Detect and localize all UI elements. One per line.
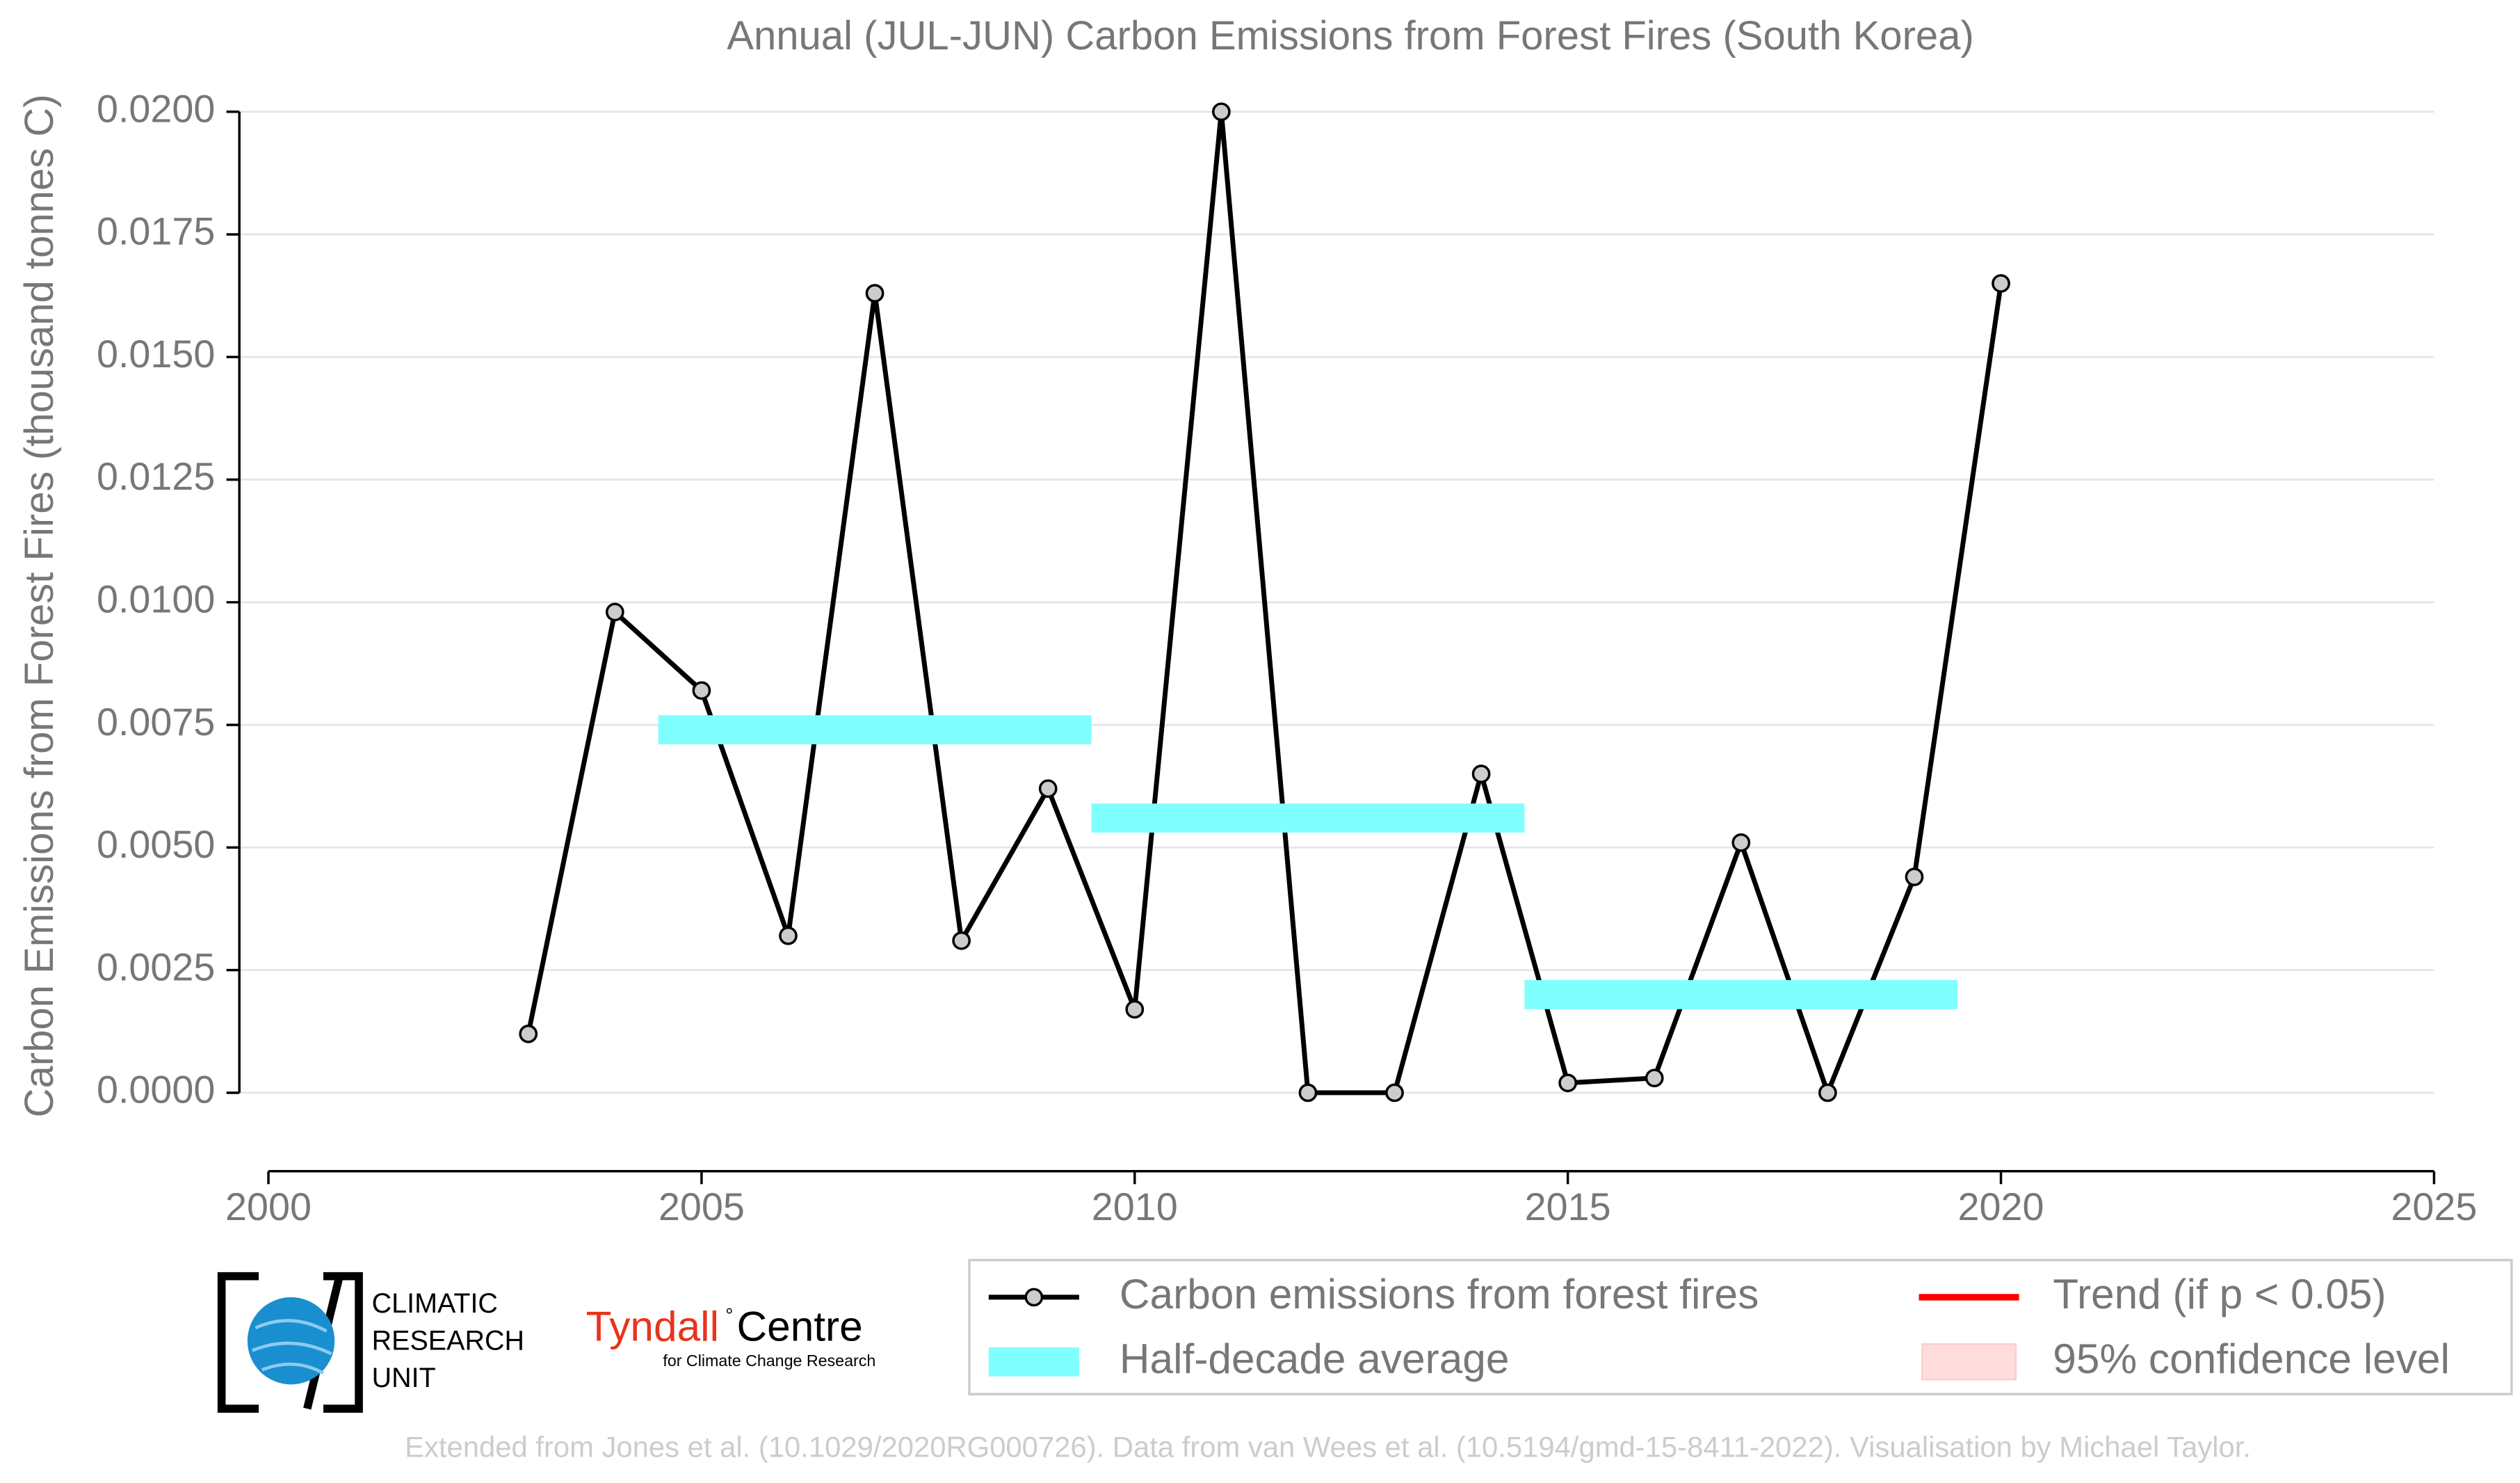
logo-degree: °	[725, 1304, 733, 1326]
chart-title: Annual (JUL-JUN) Carbon Emissions from F…	[727, 13, 1974, 58]
data-point	[952, 931, 971, 950]
legend-swatch	[988, 1347, 1079, 1377]
logo-text: for Climate Change Research	[663, 1352, 875, 1370]
legend-label: Carbon emissions from forest fires	[1120, 1270, 1759, 1317]
y-tick-label: 0.0175	[97, 210, 215, 253]
y-tick-label: 0.0000	[97, 1068, 215, 1112]
data-point	[1818, 1083, 1837, 1103]
x-tick-label: 2000	[225, 1185, 312, 1228]
data-point	[865, 284, 885, 303]
y-tick-label: 0.0125	[97, 455, 215, 498]
data-point	[779, 926, 798, 945]
logo-text: CLIMATIC	[372, 1288, 498, 1319]
logo-text: Centre	[737, 1302, 863, 1349]
y-tick-label: 0.0075	[97, 700, 215, 744]
data-line	[526, 109, 2003, 1096]
data-point	[1558, 1073, 1578, 1093]
data-point	[1212, 102, 1231, 122]
legend-label: 95% confidence level	[2053, 1335, 2450, 1382]
x-tick-label: 2015	[1525, 1185, 1611, 1228]
legend-swatch-marker	[1024, 1288, 1044, 1307]
legend-swatch	[1921, 1343, 2017, 1381]
y-tick-label: 0.0200	[97, 87, 215, 130]
data-point	[1992, 274, 2010, 293]
data-point	[1731, 833, 1751, 852]
data-point	[1038, 779, 1058, 799]
x-tick-label: 2025	[2391, 1185, 2477, 1228]
half-decade-band	[1524, 980, 1958, 1009]
y-axis-label: Carbon Emissions from Forest Fires (thou…	[17, 94, 62, 1117]
x-tick-label: 2005	[659, 1185, 745, 1228]
data-point	[692, 681, 711, 700]
data-point	[605, 602, 624, 622]
logo-text: Tyndall	[586, 1302, 719, 1349]
x-tick-label: 2020	[1958, 1185, 2044, 1228]
half-decade-band	[658, 715, 1092, 745]
y-tick-label: 0.0025	[97, 945, 215, 988]
x-tick-label: 2010	[1092, 1185, 1178, 1228]
footer: Extended from Jones et al. (10.1029/2020…	[405, 1430, 2251, 1463]
half-decade-band	[1091, 803, 1525, 833]
cru-globe	[247, 1297, 335, 1385]
legend-label: Half-decade average	[1120, 1335, 1510, 1382]
cru-globe-lines	[251, 1319, 332, 1375]
y-tick-label: 0.0100	[97, 578, 215, 621]
data-point	[1471, 764, 1491, 783]
legend-frame	[968, 1258, 2513, 1396]
data-point	[519, 1024, 538, 1043]
data-point	[1125, 1000, 1145, 1019]
data-point	[1905, 867, 1924, 887]
data-point	[1298, 1083, 1318, 1103]
data-point	[1645, 1068, 1664, 1088]
data-point	[1385, 1083, 1404, 1103]
legend-label: Trend (if p < 0.05)	[2053, 1270, 2386, 1317]
logo-text: RESEARCH	[372, 1325, 524, 1356]
y-tick-label: 0.0150	[97, 332, 215, 376]
logo-text: UNIT	[372, 1363, 436, 1393]
y-tick-label: 0.0050	[97, 823, 215, 866]
